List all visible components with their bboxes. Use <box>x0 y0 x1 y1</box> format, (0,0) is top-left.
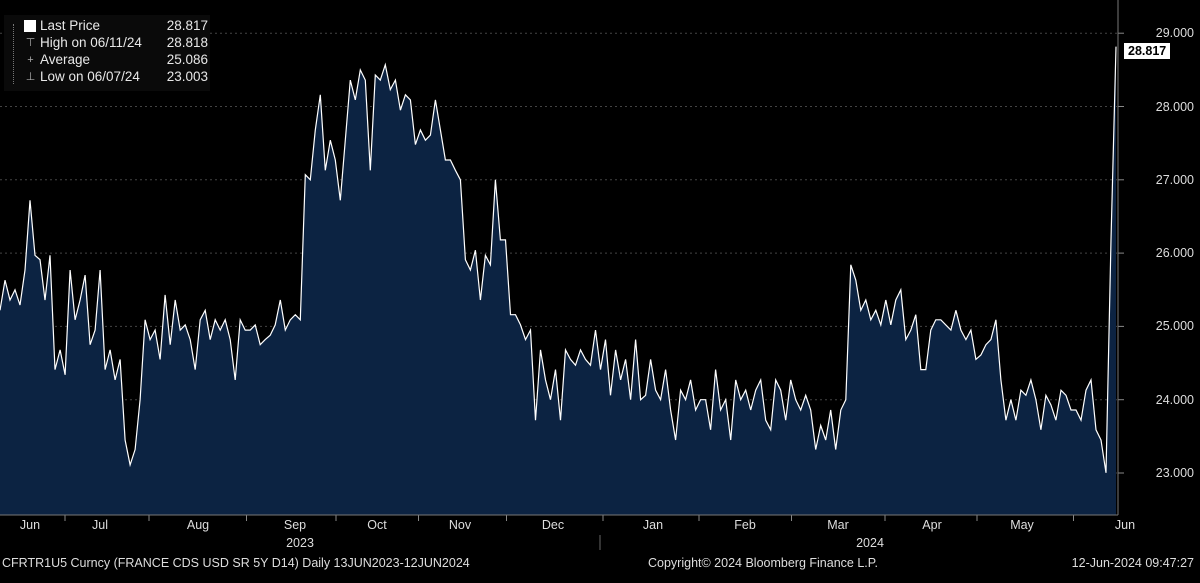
average-marker-icon: + <box>27 54 34 66</box>
legend-high: ⊤ High on 06/11/24 28.818 <box>24 35 208 52</box>
white-swatch-icon <box>24 20 36 32</box>
legend-value: 25.086 <box>166 52 208 67</box>
price-line <box>0 46 1117 473</box>
last-price-tag: 28.817 <box>1124 43 1171 59</box>
footer-timestamp: 12-Jun-2024 09:47:27 <box>1071 556 1194 570</box>
year-label-2024: 2024 <box>856 536 884 550</box>
legend-value: 28.818 <box>166 35 208 50</box>
legend-average: + Average 25.086 <box>24 52 208 69</box>
x-tick-label: Jun <box>19 518 41 532</box>
legend-low: ⊥ Low on 06/07/24 23.003 <box>24 69 208 86</box>
legend-label: High on 06/11/24 <box>40 35 142 50</box>
legend-value: 28.817 <box>166 18 208 33</box>
legend-value: 23.003 <box>166 69 208 84</box>
x-tick-label: Jan <box>642 518 664 532</box>
legend-label: Average <box>40 52 91 67</box>
y-tick-label: 25.000 <box>1155 319 1194 334</box>
y-tick-label: 24.000 <box>1155 392 1194 407</box>
x-tick-label: Jun <box>1114 518 1136 532</box>
high-marker-icon: ⊤ <box>25 37 36 49</box>
y-tick-label: 26.000 <box>1155 246 1194 261</box>
legend-label: Low on 06/07/24 <box>40 69 140 84</box>
low-marker-icon: ⊥ <box>25 71 36 83</box>
legend-last-price: Last Price 28.817 <box>24 18 208 35</box>
year-label-2023: 2023 <box>286 536 314 550</box>
price-area-fill <box>0 46 1116 515</box>
footer-ticker: CFRTR1U5 Curncy (FRANCE CDS USD SR 5Y D1… <box>2 556 470 570</box>
x-tick-label: Sep <box>283 518 307 532</box>
x-tick-label: Feb <box>734 518 756 532</box>
x-tick-label: Aug <box>186 518 210 532</box>
x-tick-label: Apr <box>922 518 942 532</box>
x-tick-label: Mar <box>827 518 849 532</box>
x-tick-label: Oct <box>367 518 387 532</box>
legend-tree-line <box>13 24 22 84</box>
x-tick-label: Nov <box>448 518 472 532</box>
y-tick-label: 29.000 <box>1155 26 1194 41</box>
x-tick-label: May <box>1010 518 1034 532</box>
legend-label: Last Price <box>40 18 101 33</box>
footer-copyright: Copyright© 2024 Bloomberg Finance L.P. <box>648 556 878 570</box>
y-tick-label: 27.000 <box>1155 172 1194 187</box>
legend: Last Price 28.817 ⊤ High on 06/11/24 28.… <box>4 15 210 91</box>
axis-ticks <box>64 32 1124 521</box>
x-tick-label: Jul <box>92 518 108 532</box>
y-tick-label: 28.000 <box>1155 99 1194 114</box>
x-tick-label: Dec <box>541 518 565 532</box>
y-tick-label: 23.000 <box>1155 466 1194 480</box>
